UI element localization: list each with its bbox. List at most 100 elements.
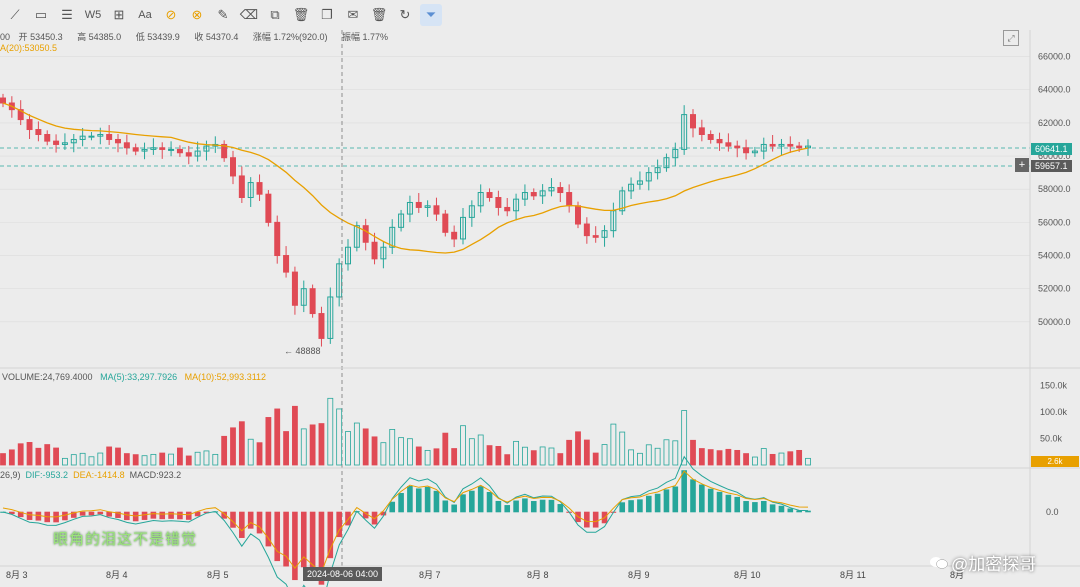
candle-body: [88, 135, 95, 138]
macd-histogram-bar: [415, 488, 422, 513]
volume-bar: [637, 452, 643, 466]
macd-dea: DEA:-1414.8: [73, 470, 125, 480]
volume-bar: [274, 408, 281, 466]
candle-body: [345, 246, 351, 265]
candle-body: [371, 241, 378, 260]
macd-dea-line: [2, 470, 809, 574]
refresh-icon[interactable]: ↻: [399, 7, 411, 22]
macd-histogram-bar: [318, 511, 325, 585]
macd-histogram-bar: [451, 504, 457, 513]
ohlc-info: 00 开 53450.3 高 54385.0 低 53439.9 收 54370…: [0, 30, 400, 43]
price-axis-label: 62000.0: [1038, 118, 1071, 128]
candle-body: [787, 143, 794, 147]
price-axis-label: 64000.0: [1038, 85, 1071, 95]
volume-bar: [725, 448, 732, 466]
candle-body: [495, 197, 502, 208]
volume-bar: [610, 423, 617, 466]
brush-icon[interactable]: ✎: [217, 7, 229, 22]
macd-histogram-bar: [734, 496, 741, 513]
candle-body: [619, 190, 626, 212]
macd-histogram-bar: [407, 486, 413, 513]
eraser-icon[interactable]: ⌫: [239, 7, 259, 22]
candle-body: [26, 119, 33, 131]
macd-axis-label: 0.0: [1046, 507, 1059, 517]
open-value: 53450.3: [30, 32, 63, 42]
volume-bar: [619, 431, 626, 466]
volume-bar: [389, 429, 396, 466]
volume-bar: [26, 442, 33, 466]
wave-icon[interactable]: W5: [84, 9, 102, 21]
x-axis-label: 8月 10: [734, 570, 761, 580]
volume-bar: [539, 446, 546, 466]
candle-body: [327, 296, 334, 339]
volume-bar: [115, 447, 121, 466]
candle-body: [725, 142, 732, 147]
candle-body: [734, 145, 741, 149]
volume-axis-label: 100.0k: [1040, 407, 1068, 417]
ma20-info: A(20):53050.5: [0, 43, 58, 53]
volume-bar: [309, 424, 316, 466]
volume-bar: [371, 436, 378, 466]
volume-bar: [177, 447, 183, 466]
volume-bar: [168, 453, 174, 466]
candle-body: [548, 187, 555, 192]
volume-bar: [212, 453, 219, 466]
volume-bar: [760, 448, 767, 466]
fullscreen-icon[interactable]: ⤢: [1003, 30, 1019, 46]
magnet-icon[interactable]: ⊘: [165, 7, 177, 22]
x-axis-label: 8月 3: [6, 570, 28, 580]
amplitude-label: 振幅: [342, 32, 361, 42]
delete-icon[interactable]: 🗑: [370, 7, 388, 22]
add-alert-icon[interactable]: +: [1015, 158, 1029, 172]
high-value: 54385.0: [88, 32, 122, 42]
copy-icon[interactable]: ❐: [321, 7, 333, 22]
volume-axis-label: 150.0k: [1040, 380, 1068, 390]
measure-icon[interactable]: ⊞: [113, 7, 125, 22]
volume-bar: [318, 423, 325, 466]
macd-histogram-bar: [221, 511, 227, 519]
volume-bar: [247, 438, 254, 466]
volume-bar: [256, 442, 263, 466]
candle-body: [168, 148, 175, 151]
note-icon[interactable]: ✉: [347, 7, 359, 22]
rectangle-icon[interactable]: ▭: [34, 7, 48, 22]
volume-bar: [265, 417, 272, 466]
macd-histogram-bar: [681, 470, 687, 513]
candle-body: [672, 148, 679, 159]
candle-body: [53, 140, 60, 145]
candle-body: [150, 147, 157, 150]
volume-bar: [88, 456, 95, 466]
lock-drawing-icon[interactable]: ⊗: [191, 7, 203, 22]
x-axis-label: 8月 5: [207, 570, 229, 580]
price-axis-label: 52000.0: [1038, 284, 1071, 294]
candle-body: [79, 135, 86, 140]
candle-body: [690, 114, 696, 129]
macd-histogram-bar: [62, 511, 68, 521]
hide-drawings-icon[interactable]: ⧉: [270, 7, 280, 22]
text-icon[interactable]: Aa: [138, 9, 152, 21]
macd-histogram-bar: [619, 502, 626, 513]
candle-body: [35, 129, 42, 136]
candle-body: [221, 143, 228, 159]
trash-icon[interactable]: 🗑: [292, 7, 310, 22]
filter-icon[interactable]: ⏷: [420, 4, 442, 26]
volume-bar: [292, 405, 298, 466]
macd-histogram-bar: [584, 511, 590, 528]
trend-line-icon[interactable]: ⟋: [10, 7, 20, 22]
macd-histogram-bar: [769, 504, 776, 513]
volume-bar: [460, 425, 466, 466]
macd-histogram-bar: [371, 511, 378, 525]
volume-bar: [654, 447, 661, 466]
candle-body: [141, 148, 148, 152]
volume-bar: [583, 439, 590, 466]
macd-histogram-bar: [672, 486, 679, 513]
candle-body: [521, 192, 528, 200]
macd-histogram-bar: [345, 511, 351, 526]
parallel-channel-icon[interactable]: ☰: [61, 7, 73, 22]
candle-body: [743, 147, 750, 154]
macd-histogram-bar: [247, 511, 254, 529]
volume-bar: [522, 446, 528, 466]
macd-histogram-bar: [239, 511, 245, 538]
ohlc-prefix: 00: [0, 32, 11, 42]
